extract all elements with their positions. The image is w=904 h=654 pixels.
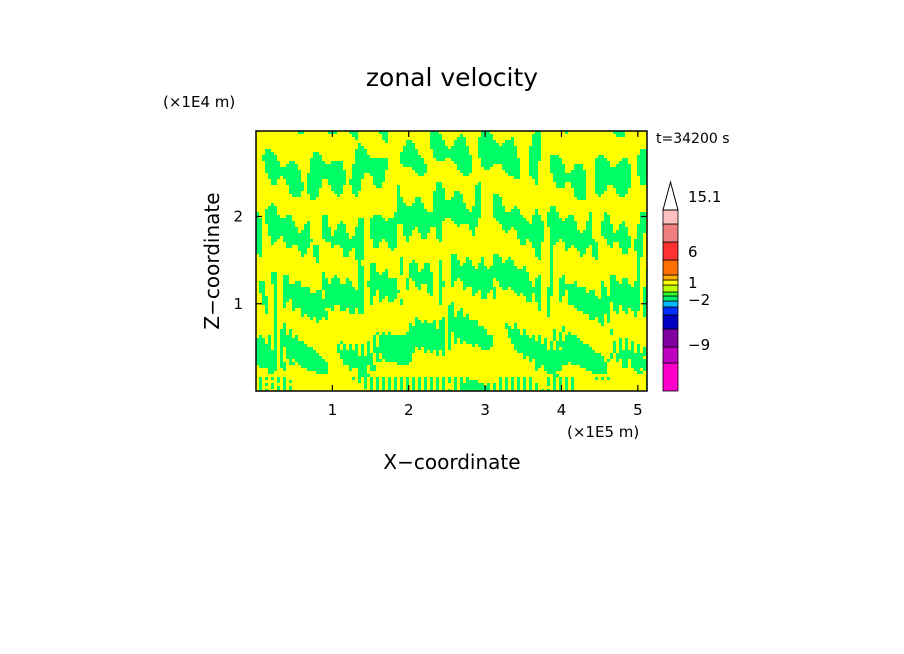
colorbar-swatch [662,209,679,225]
plot-frame [255,130,648,392]
colorbar-swatch [662,295,679,302]
colorbar-swatch [662,306,679,316]
colorbar-label: −9 [688,336,710,354]
x-tick-label: 5 [633,401,643,419]
time-annotation: t=34200 s [656,131,730,147]
colorbar-swatch [662,362,679,392]
colorbar-label: 6 [688,243,698,261]
colorbar-swatch [662,346,679,364]
colorbar-swatch [662,284,679,293]
x-tick-label: 4 [557,401,567,419]
y-unit-label: (×1E4 m) [163,93,235,111]
velocity-field [256,131,647,391]
x-unit-label: (×1E5 m) [567,423,639,441]
colorbar-swatch [662,291,679,297]
plot-area: 1 2 3 4 5 1 2 [233,130,648,419]
colorbar-label: 15.1 [688,188,721,206]
y-tick-label: 2 [233,208,243,226]
x-tick-label: 3 [480,401,490,419]
negative-velocity-region [256,131,647,391]
x-tick-label: 1 [328,401,338,419]
colorbar-swatch [662,314,679,330]
x-tick-label: 2 [404,401,414,419]
y-axis-label: Z−coordinate [200,192,224,329]
colorbar-label: 1 [688,274,698,292]
x-axis-label: X−coordinate [383,450,520,474]
colorbar-swatch [662,274,679,281]
colorbar-extension-arrow [662,180,679,211]
y-tick-label: 1 [233,295,243,313]
colorbar-swatch [662,300,679,308]
chart-title: zonal velocity [366,63,538,92]
colorbar-swatch [662,279,679,286]
axis-ticks: 1 2 3 4 5 1 2 [233,131,647,419]
colorbar-swatch [662,241,679,261]
colorbar-swatch [662,259,679,276]
colorbar: 15.1 6 1−2 −9 [662,180,721,392]
colorbar-swatch [662,223,679,243]
colorbar-label: −2 [688,291,710,309]
colorbar-swatch [662,328,679,348]
